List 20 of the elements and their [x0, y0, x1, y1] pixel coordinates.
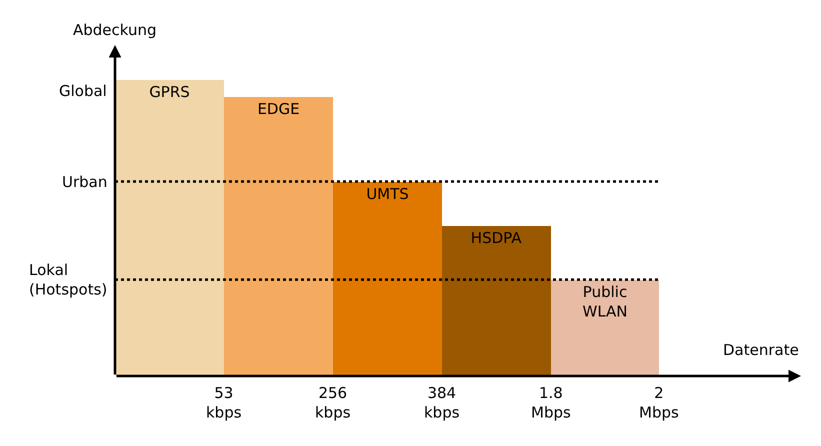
y-axis-title: Abdeckung — [73, 21, 157, 39]
bar — [224, 97, 333, 376]
text: 2 Mbps — [639, 384, 679, 422]
x-tick-label: UMTS — [366, 185, 409, 203]
text: Global — [59, 82, 107, 100]
bar — [115, 80, 224, 376]
text: 53 kbps — [206, 384, 242, 422]
ref-line-label: Urban — [62, 173, 108, 191]
text: 1.8 Mbps — [531, 384, 571, 422]
text: 256 kbps — [315, 384, 351, 422]
bar — [333, 182, 442, 376]
text: 384 kbps — [424, 384, 460, 422]
x-tick-label: GPRS — [149, 83, 190, 101]
bar — [551, 280, 659, 376]
ref-line-label: Lokal (Hotspots) — [29, 261, 108, 298]
x-axis-title: Datenrate — [723, 341, 799, 359]
x-tick-label: Public WLAN — [582, 283, 628, 320]
x-tick-label: HSDPA — [470, 229, 522, 247]
bar — [442, 226, 551, 376]
x-tick-label: EDGE — [257, 100, 300, 118]
